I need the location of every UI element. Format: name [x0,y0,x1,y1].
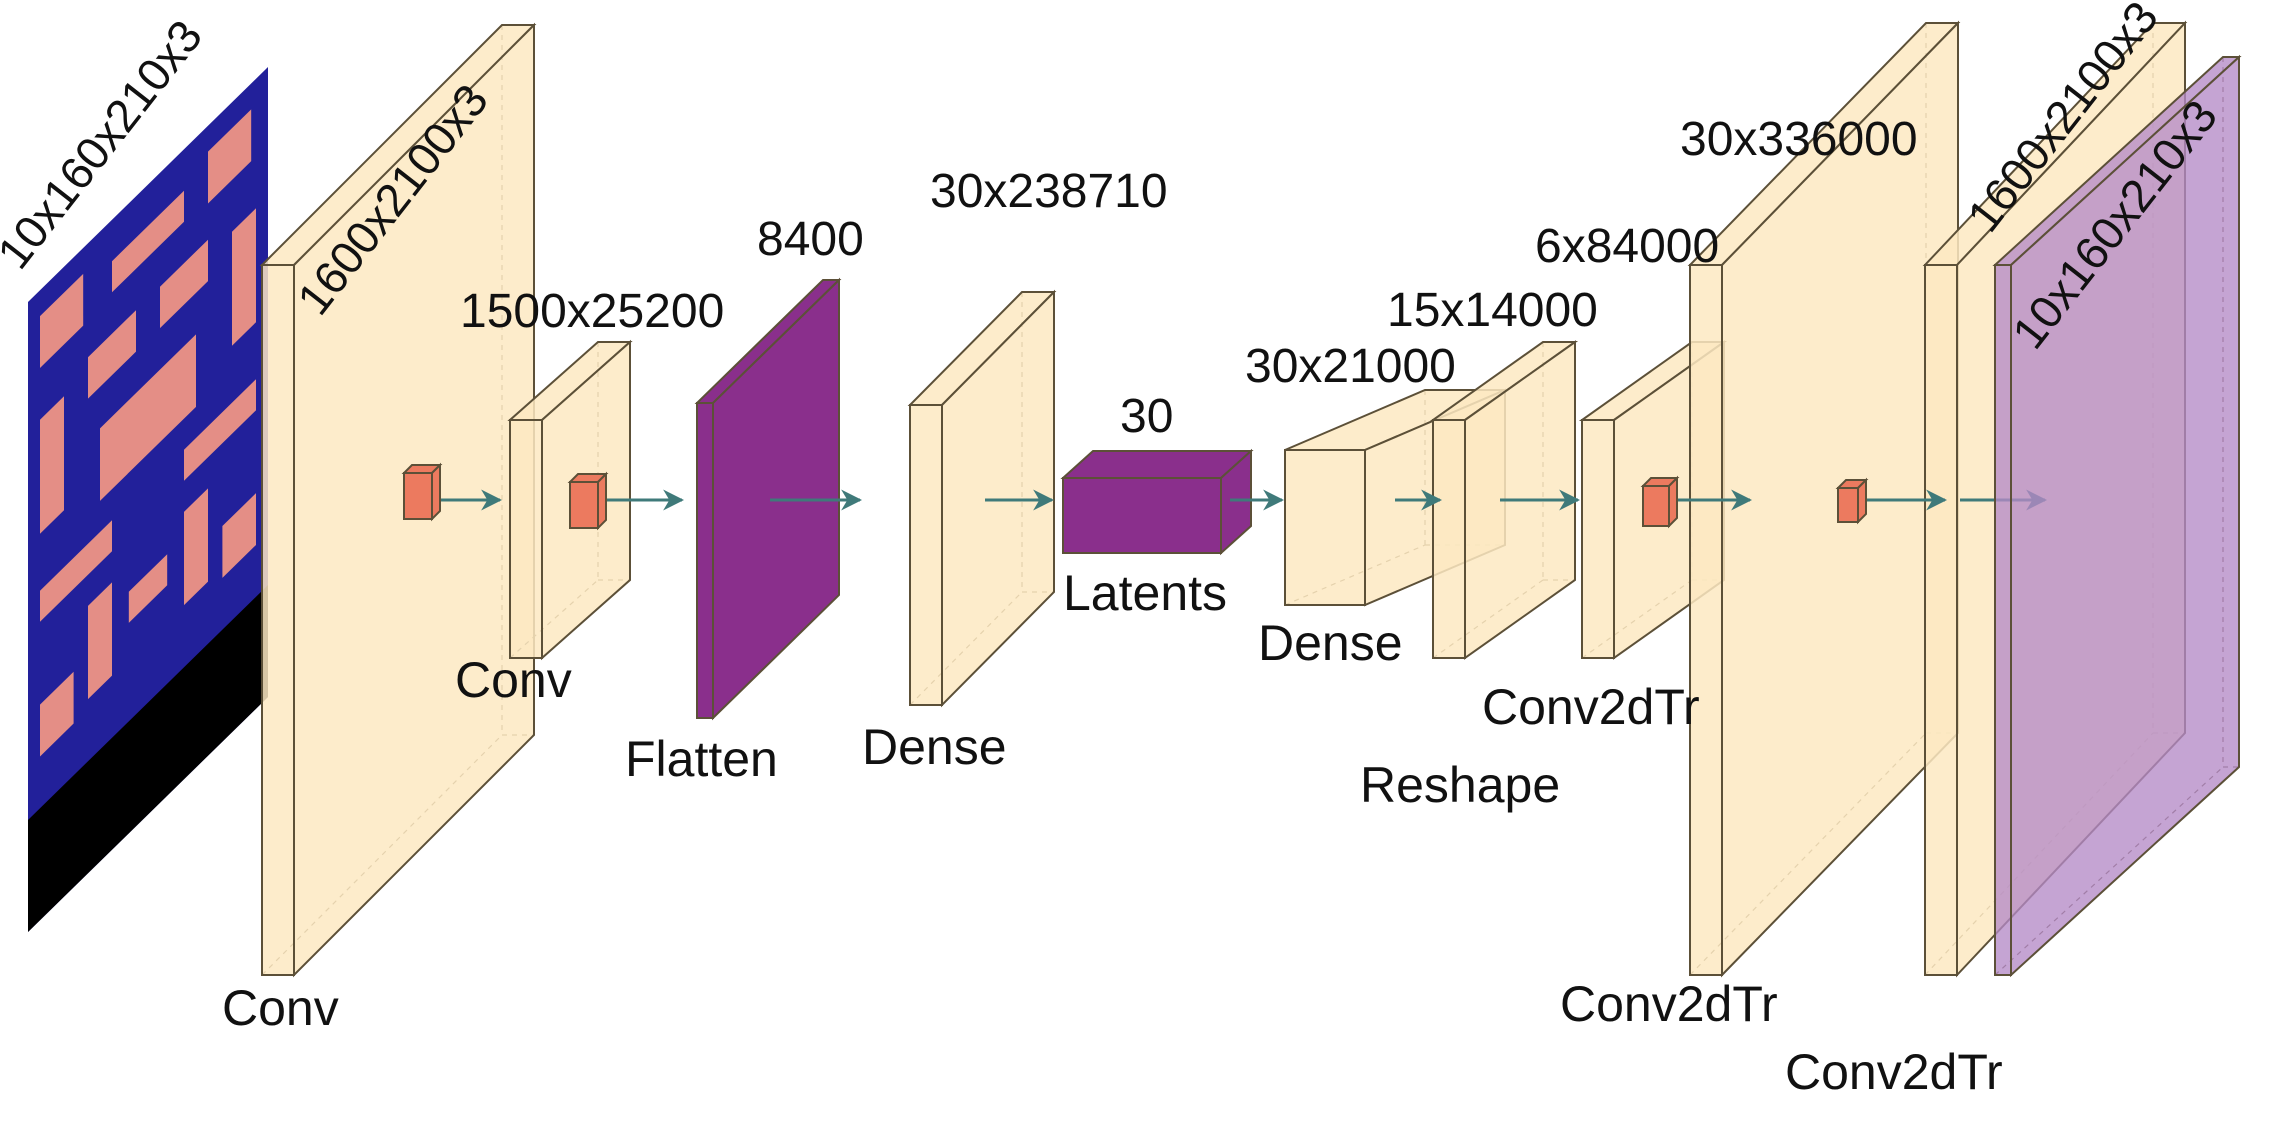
maze-wall [160,239,208,329]
flatten-op-label: Flatten [625,731,778,787]
input-game-frame [28,67,268,932]
convtr1-op-label: Conv2dTr [1482,679,1700,735]
convtr2-dim-label: 30x336000 [1680,113,1918,166]
kernel-cube [567,471,609,531]
maze-wall [40,671,74,757]
maze-wall [222,493,256,578]
convtr1-dim-label: 6x84000 [1535,220,1719,273]
maze-wall [184,379,256,481]
dense1-op-label: Dense [862,719,1007,775]
input-frame-bottom-bar [28,585,268,932]
maze-wall [40,520,112,622]
maze-wall [100,334,196,501]
dense2-op-label: Dense [1258,615,1403,671]
convtr2-op-label: Conv2dTr [1560,976,1778,1032]
maze-wall [112,190,184,293]
kernel-cube [401,462,443,522]
convtr3-op-label: Conv2dTr [1785,1044,2003,1100]
kernel-cube [1640,475,1680,529]
maze-wall [208,109,252,204]
maze-wall [128,554,168,623]
latents-layer-shape [1060,448,1254,556]
conv2-dim-label: 1500x25200 [460,285,724,338]
output-shape [1992,54,2242,978]
kernels [401,462,1869,531]
maze-wall [88,582,112,700]
reshape-op-label: Reshape [1360,757,1560,813]
maze-wall [40,273,84,368]
maze-wall [40,396,64,534]
maze-wall [232,208,256,346]
flatten-layer-shape [694,277,842,721]
reshape-dim-label: 15x14000 [1387,284,1598,337]
kernel-cube [1835,477,1869,525]
maze-wall [184,488,208,606]
latents-op-label: Latents [1063,565,1227,621]
conv2-op-label: Conv [455,652,572,708]
flatten-dim-label: 8400 [757,213,864,266]
output-frame-shape [1992,54,2242,978]
conv1-op-label: Conv [222,980,339,1036]
dense2-dim-label: 30x21000 [1245,340,1456,393]
dense1-dim-label: 30x238710 [930,165,1168,218]
maze-wall [88,310,136,399]
latents-dim-label: 30 [1120,390,1173,443]
